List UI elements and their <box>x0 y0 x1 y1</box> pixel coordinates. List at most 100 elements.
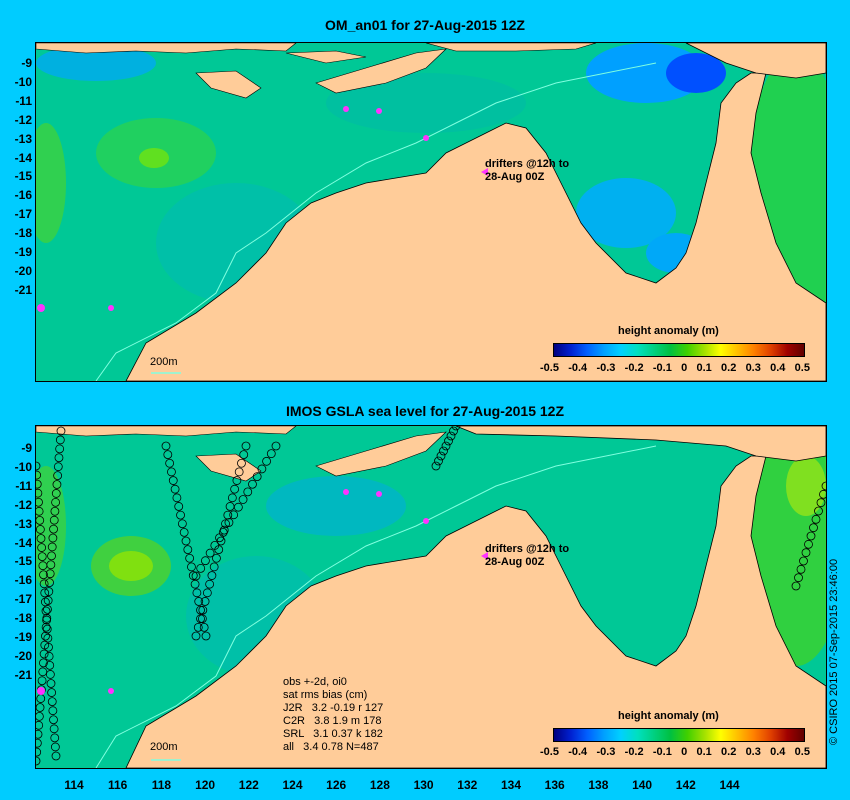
bottom-drifters-label-1: drifters @12h to <box>485 543 570 555</box>
altimeter-obs-marker <box>42 615 52 625</box>
colorbar-tick: 0 <box>681 746 688 758</box>
x-axis-tick: 120 <box>195 778 216 792</box>
y-axis-tick: -13 <box>14 516 32 531</box>
altimeter-obs-marker <box>451 426 461 431</box>
altimeter-obs-marker <box>47 688 57 697</box>
altimeter-obs-marker <box>234 467 244 477</box>
y-axis-tick: -21 <box>14 282 32 297</box>
sumba-island <box>195 70 262 99</box>
bottom-map-panel <box>35 425 827 769</box>
altimeter-obs-marker <box>36 712 44 721</box>
altimeter-obs-marker <box>179 527 189 537</box>
australia-landmass <box>125 455 826 768</box>
altimeter-obs-marker <box>165 458 175 468</box>
x-axis-tick: 126 <box>326 778 347 792</box>
altimeter-obs-marker <box>241 441 251 451</box>
altimeter-obs-marker <box>49 724 59 734</box>
altimeter-obs-marker <box>41 606 51 616</box>
altimeter-obs-marker <box>47 697 57 707</box>
altimeter-obs-marker <box>163 450 173 460</box>
altimeter-obs-marker <box>207 571 217 580</box>
altimeter-obs-marker <box>36 479 42 489</box>
altimeter-obs-marker <box>50 742 60 752</box>
y-axis-tick: -13 <box>14 131 32 146</box>
altimeter-obs-marker <box>167 467 176 477</box>
altimeter-obs-marker <box>36 461 41 471</box>
top-drifters-label-2: 28-Aug 00Z <box>485 171 545 183</box>
drifter-marker <box>37 687 45 695</box>
y-axis-tick: -19 <box>14 245 32 259</box>
anomaly-blob <box>109 551 153 581</box>
stats-line: J2R 3.2 -0.19 r 127 <box>283 702 384 714</box>
colorbar-tick: 0.5 <box>794 746 810 758</box>
altimeter-obs-marker <box>205 548 215 558</box>
y-axis-tick: -18 <box>14 226 32 241</box>
altimeter-obs-marker <box>227 493 237 503</box>
altimeter-obs-marker <box>37 552 47 562</box>
x-axis-tick: 114 <box>64 778 84 792</box>
altimeter-obs-marker <box>46 679 56 688</box>
colorbar-tick: -0.1 <box>652 746 672 758</box>
drifter-marker <box>423 518 429 524</box>
altimeter-obs-marker <box>174 502 184 511</box>
altimeter-obs-marker <box>224 518 234 527</box>
altimeter-obs-marker <box>262 456 271 466</box>
top-map-panel <box>35 42 827 382</box>
anomaly-blob <box>666 53 726 93</box>
y-axis-tick: -12 <box>14 497 32 512</box>
altimeter-obs-marker <box>209 562 219 572</box>
colorbar-tick: 0.3 <box>745 746 761 758</box>
altimeter-obs-marker <box>219 525 229 535</box>
colorbar-tick: -0.4 <box>568 746 588 758</box>
colorbar-tick: -0.5 <box>540 362 559 374</box>
credit-text: © CSIRO 2015 07-Sep-2015 23:46:00 <box>828 558 840 745</box>
stats-line: SRL 3.1 0.37 k 182 <box>283 728 383 740</box>
altimeter-obs-marker <box>191 631 201 641</box>
altimeter-obs-marker <box>201 631 211 641</box>
top-map-title: OM_an01 for 27-Aug-2015 12Z <box>325 17 525 33</box>
x-axis-tick: 116 <box>108 778 128 792</box>
altimeter-obs-marker <box>36 756 41 766</box>
java-island <box>36 426 297 437</box>
altimeter-obs-marker <box>172 493 182 503</box>
drifter-marker <box>343 489 349 495</box>
altimeter-obs-marker <box>45 569 55 579</box>
altimeter-obs-marker <box>49 515 59 525</box>
altimeter-obs-marker <box>191 571 201 581</box>
y-axis-tick: -12 <box>14 112 32 127</box>
anomaly-blob <box>266 476 406 536</box>
x-axis-tick: 118 <box>151 778 172 792</box>
y-axis-tick: -10 <box>14 459 32 474</box>
y-axis-tick: -14 <box>14 150 32 165</box>
altimeter-obs-marker <box>55 444 65 454</box>
top-isobath-label: 200m <box>150 356 178 368</box>
x-axis-tick: 134 <box>500 778 522 792</box>
colorbar-tick: 0.1 <box>696 746 712 758</box>
colorbar-tick: -0.2 <box>624 746 644 758</box>
altimeter-obs-marker <box>161 441 171 451</box>
altimeter-obs-marker <box>215 533 224 543</box>
altimeter-obs-marker <box>230 484 240 494</box>
altimeter-obs-marker <box>41 622 51 632</box>
altimeter-obs-marker <box>243 487 253 497</box>
altimeter-obs-marker <box>55 435 65 445</box>
colorbar-tick: -0.2 <box>624 362 644 374</box>
y-axis-tick: -11 <box>15 93 32 108</box>
altimeter-obs-marker <box>811 514 821 524</box>
altimeter-obs-marker <box>36 703 45 712</box>
colorbar-tick: 0.2 <box>721 746 737 758</box>
top-colorbar <box>553 343 805 357</box>
altimeter-obs-marker <box>193 622 203 632</box>
x-axis-tick: 138 <box>588 778 609 792</box>
drifter-marker <box>37 304 45 312</box>
stats-line: obs +-2d, oi0 <box>283 676 347 688</box>
altimeter-obs-marker <box>804 539 813 549</box>
altimeter-obs-marker <box>44 651 54 661</box>
altimeter-obs-marker <box>237 458 246 468</box>
australia-landmass <box>125 72 826 381</box>
x-axis-tick: 122 <box>238 778 259 792</box>
altimeter-obs-marker <box>36 720 44 730</box>
drifter-marker <box>343 106 349 112</box>
isobath-200m <box>95 62 657 381</box>
altimeter-obs-marker <box>39 658 48 668</box>
